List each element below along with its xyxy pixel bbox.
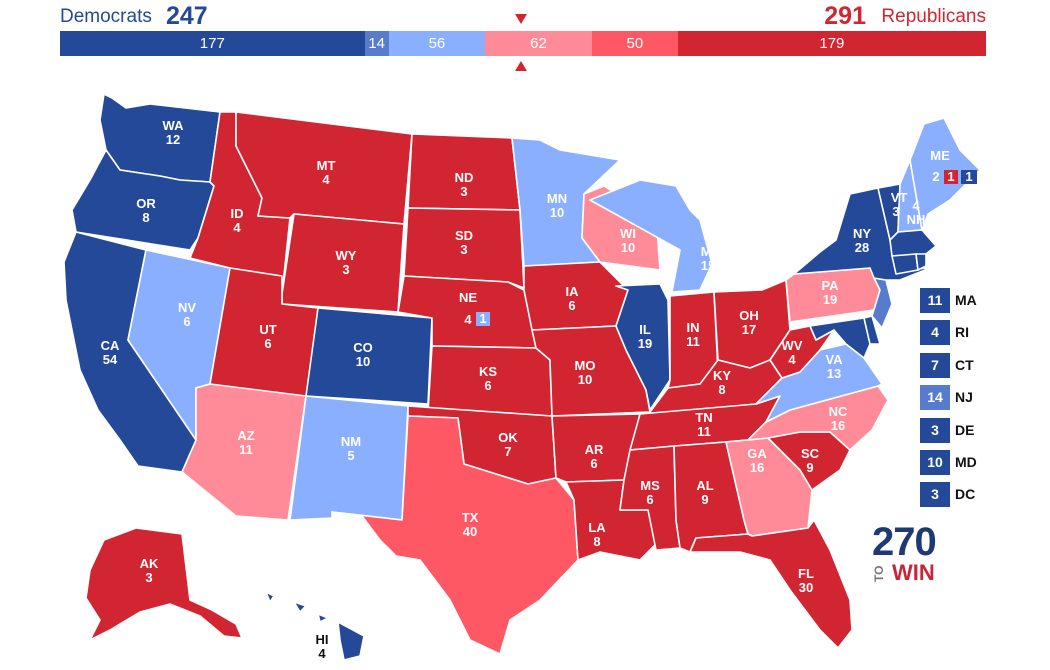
label-nh: 4 NH	[907, 198, 926, 227]
small-state-box-md[interactable]: 10	[920, 450, 950, 475]
label-va: VA 13	[825, 352, 843, 381]
small-state-box-dc[interactable]: 3	[920, 482, 950, 507]
logo-win: WIN	[892, 560, 935, 585]
logo-number: 270	[872, 520, 937, 564]
label-nc: NC 16	[829, 404, 848, 433]
label-oh: OH 17	[739, 308, 759, 337]
label-ok: OK 7	[498, 430, 518, 459]
bar-segment-lean-rep[interactable]: 62	[485, 31, 592, 56]
state-mt[interactable]	[235, 111, 413, 225]
democrats-label: Democrats	[60, 6, 152, 27]
small-state-box-nj[interactable]: 14	[920, 385, 950, 410]
label-wi: WI 10	[620, 226, 636, 255]
label-vt: VT 3	[891, 190, 908, 219]
label-tn: TN 11	[695, 410, 712, 439]
small-state-label-nj: NJ	[955, 389, 973, 405]
label-az: AZ 11	[237, 428, 254, 457]
label-al: AL 9	[696, 478, 713, 507]
label-ny: NY 28	[853, 226, 871, 255]
state-sd[interactable]	[403, 207, 525, 289]
270-marker-bottom-icon	[515, 61, 527, 71]
label-me-ev: 2	[932, 169, 939, 184]
republicans-label: Republicans	[881, 6, 986, 27]
label-in: IN 11	[686, 320, 700, 349]
label-wy: WY 3	[336, 248, 357, 277]
us-electoral-map: WA 12 OR 8 CA 54 NV 6 ID 4 MT 4 WY 3 UT 6 CO 10 A…	[63, 93, 981, 661]
270towin-logo[interactable]: 270 TO WIN	[872, 520, 952, 585]
state-ct[interactable]	[891, 253, 919, 275]
label-ga: GA 16	[747, 446, 767, 475]
label-ks: KS 6	[479, 364, 497, 393]
label-ia: IA 6	[566, 284, 580, 313]
label-hi: HI 4	[316, 632, 329, 661]
small-state-box-ri[interactable]: 4	[920, 320, 950, 345]
bar-segment-likely-dem[interactable]: 14	[364, 31, 389, 56]
state-ak[interactable]	[85, 527, 243, 641]
label-la: LA 8	[588, 520, 606, 549]
label-fl: FL 30	[798, 566, 814, 595]
label-tx: TX 40	[462, 510, 479, 539]
label-ms: MS 6	[640, 478, 660, 507]
state-ri[interactable]	[915, 253, 927, 271]
state-de[interactable]	[863, 315, 881, 345]
ne-district-box[interactable]	[476, 312, 490, 326]
label-me: ME	[930, 148, 950, 163]
label-ky: KY 8	[713, 368, 731, 397]
democrats-total: 247	[166, 2, 208, 30]
republicans-total: 291	[824, 2, 866, 30]
me-rep-district-box[interactable]	[944, 170, 958, 184]
small-state-label-md: MD	[955, 454, 977, 470]
label-or: OR 8	[136, 196, 156, 225]
label-co: CO 10	[353, 340, 373, 369]
ne-district-label: 1	[479, 311, 486, 326]
state-mi[interactable]	[589, 179, 713, 293]
logo-to: TO	[872, 565, 886, 582]
bar-segment-safe-dem[interactable]: 177	[60, 31, 365, 56]
label-mo: MO 10	[575, 358, 596, 387]
label-ar: AR 6	[585, 442, 604, 471]
270-marker-top-icon	[515, 14, 527, 24]
label-il: IL 19	[638, 322, 652, 351]
results-header: Democrats 247 291 Republicans 177 14 56 …	[0, 0, 1050, 80]
label-nm: NM 5	[341, 434, 361, 463]
label-mt: MT 4	[317, 158, 336, 187]
bar-segment-safe-rep[interactable]: 179	[677, 31, 986, 56]
state-hi[interactable]	[265, 591, 365, 661]
small-state-label-ma: MA	[955, 292, 977, 308]
label-sc: SC 9	[801, 446, 820, 475]
me-dem-district-box[interactable]	[961, 170, 977, 184]
small-state-box-ma[interactable]: 11	[920, 288, 950, 313]
state-il[interactable]	[615, 283, 671, 411]
label-ut: UT 6	[259, 322, 276, 351]
state-ma[interactable]	[889, 229, 937, 257]
me-rep-district-label: 1	[947, 169, 954, 184]
label-ak: AK 3	[140, 556, 159, 585]
label-ca: CA 54	[101, 338, 120, 367]
label-wv: WV 4	[782, 338, 803, 367]
electoral-vote-bar: 177 14 56 62 50 179	[60, 31, 986, 56]
small-state-box-ct[interactable]: 7	[920, 353, 950, 378]
small-state-label-dc: DC	[955, 486, 976, 502]
state-tx[interactable]	[331, 415, 579, 655]
label-mn: MN 10	[547, 191, 567, 220]
label-nd: ND 3	[455, 170, 474, 199]
state-wy[interactable]	[281, 213, 405, 313]
small-state-label-de: DE	[955, 422, 975, 438]
small-state-label-ri: RI	[955, 324, 969, 340]
small-state-label-ct: CT	[955, 357, 974, 373]
label-ne: NE 4	[459, 290, 477, 327]
state-fl[interactable]	[689, 519, 853, 649]
small-state-box-de[interactable]: 3	[920, 418, 950, 443]
bar-segment-lean-dem[interactable]: 56	[388, 31, 486, 56]
label-wa: WA 12	[163, 118, 185, 147]
label-mi: MI 15	[701, 244, 715, 273]
label-nv: NV 6	[178, 300, 196, 329]
label-sd: SD 3	[455, 228, 473, 257]
bar-segment-likely-rep[interactable]: 50	[591, 31, 678, 56]
label-pa: PA 19	[821, 278, 839, 307]
label-id: ID 4	[231, 206, 244, 235]
me-dem-district-label: 1	[965, 169, 972, 184]
